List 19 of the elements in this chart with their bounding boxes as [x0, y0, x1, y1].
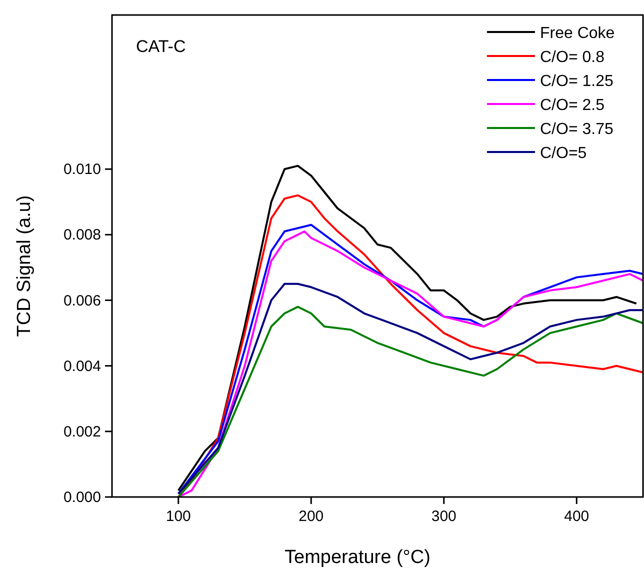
annotation: CAT-C	[136, 37, 186, 56]
y-axis-title: TCD Signal (a.u)	[14, 195, 35, 337]
x-tick-label: 100	[166, 508, 191, 525]
x-tick-label: 400	[564, 508, 590, 525]
y-tick-label: 0.006	[63, 292, 101, 310]
y-tick-label: 0.002	[63, 423, 101, 440]
x-tick-label: 200	[298, 508, 324, 525]
x-axis-title: Temperature (°C)	[284, 547, 430, 568]
y-tick-label: 0.000	[63, 489, 101, 506]
y-tick-label: 0.008	[63, 226, 101, 244]
legend-label: C/O= 2.5	[540, 97, 605, 114]
legend-label: C/O= 1.25	[540, 73, 614, 90]
x-tick-label: 300	[431, 508, 456, 525]
legend-label: C/O= 3.75	[540, 121, 614, 138]
legend-label: C/O=5	[540, 145, 587, 162]
legend-label: Free Coke	[540, 25, 615, 42]
y-tick-label: 0.010	[63, 161, 101, 178]
legend-label: C/O= 0.8	[540, 49, 605, 66]
y-tick-label: 0.004	[63, 358, 101, 375]
